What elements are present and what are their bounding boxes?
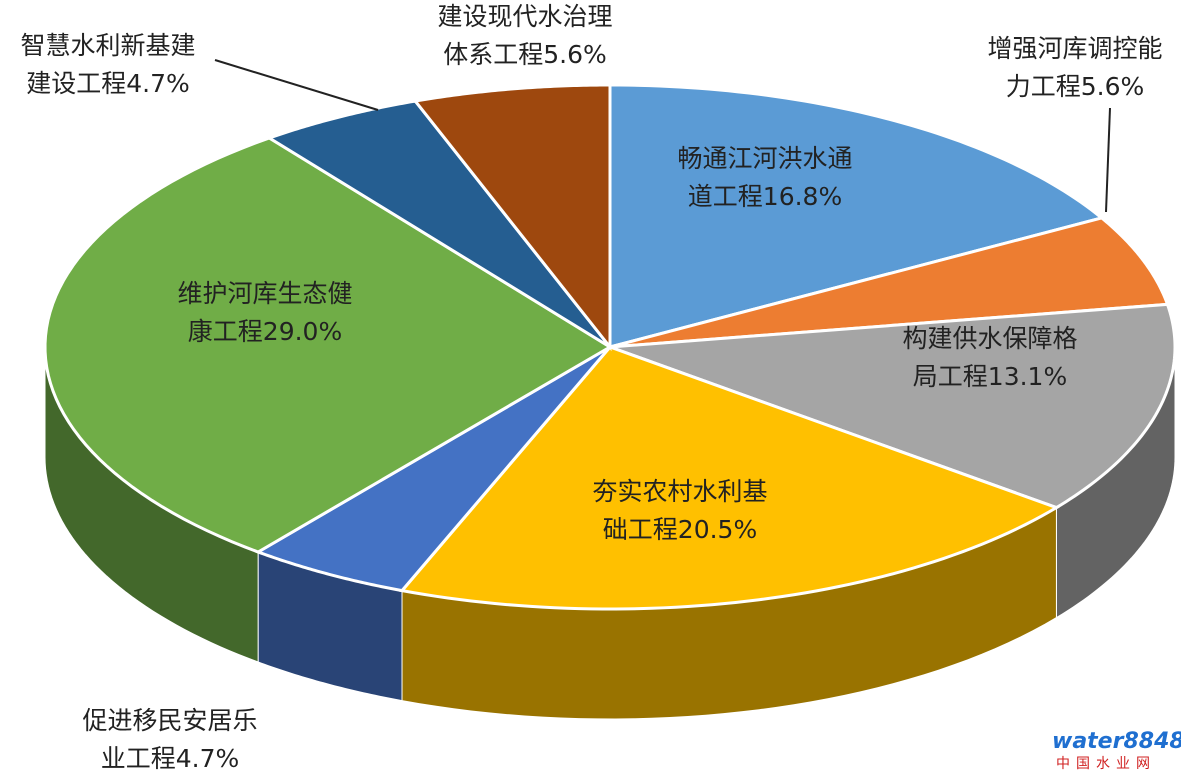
value-label: 16.8% <box>763 182 842 211</box>
pie-slice <box>399 345 1060 611</box>
slice-label: 增强河库调控能力工程 <box>987 34 1162 101</box>
pie-tops <box>43 83 1177 611</box>
leader-line <box>214 59 379 111</box>
labels: 畅通江河洪水通道工程 16.8%增强河库调控能力工程 5.6%构建供水保障格局工程 1… <box>20 2 1162 773</box>
pie-sides <box>44 346 1176 720</box>
value-label: 5.6% <box>543 40 607 69</box>
value-label: 4.7% <box>126 69 190 98</box>
watermark: water8848.com <box>1052 729 1181 754</box>
slice-label: 促进移民安居乐业工程 <box>82 706 257 773</box>
value-label: 13.1% <box>988 362 1067 391</box>
slice-label: 畅通江河洪水通道工程 <box>677 144 852 211</box>
watermark-cn: 中国水业网 <box>1056 756 1156 772</box>
slice-label: 构建供水保障格局工程 <box>902 324 1077 391</box>
pie-slice <box>265 99 612 349</box>
leader-line <box>1105 107 1111 213</box>
slice-label: 夯实农村水利基础工程 <box>592 477 767 544</box>
pie-slice <box>254 345 612 593</box>
value-label: 29.0% <box>263 317 342 346</box>
pie-slice <box>608 83 1105 349</box>
pie-slice <box>43 136 613 554</box>
slice-label: 智慧水利新基建建设工程 <box>20 31 195 98</box>
value-label: 5.6% <box>1081 72 1145 101</box>
pie-slice <box>412 83 612 352</box>
pie-slice <box>609 302 1177 510</box>
slice-label: 维护河库生态健康工程 <box>177 279 352 346</box>
slice-label: 建设现代水治理体系工程 <box>437 2 612 69</box>
value-label: 4.7% <box>176 744 240 773</box>
value-label: 20.5% <box>678 515 757 544</box>
